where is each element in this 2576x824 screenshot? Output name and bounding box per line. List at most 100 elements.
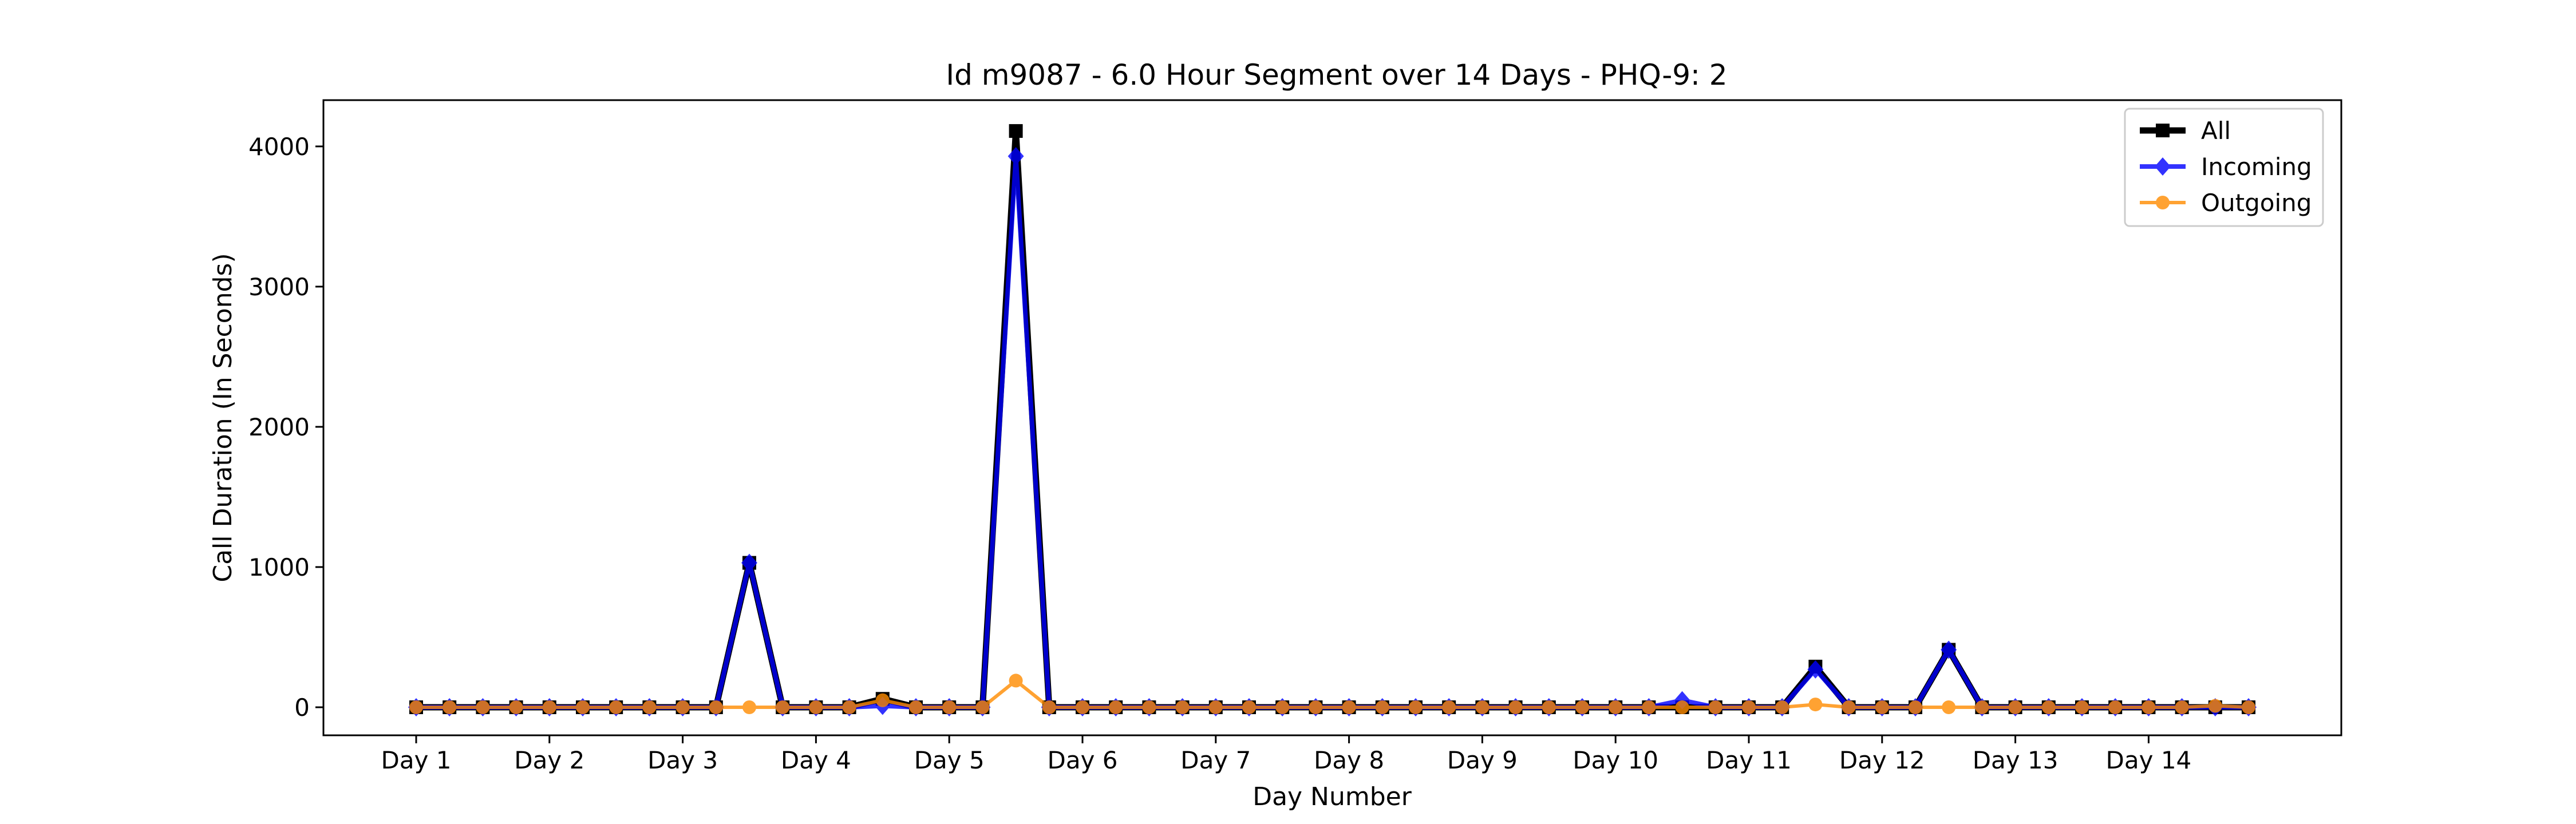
data-point-outgoing bbox=[1076, 700, 1089, 714]
data-point-outgoing bbox=[975, 700, 990, 714]
data-point-outgoing bbox=[1909, 700, 1922, 714]
data-point-outgoing bbox=[1808, 698, 1823, 712]
series-line-incoming bbox=[416, 154, 2249, 710]
y-tick-label: 1000 bbox=[248, 553, 310, 581]
data-point-outgoing bbox=[2008, 700, 2022, 714]
legend: All Incoming Outgoing bbox=[2124, 108, 2324, 227]
y-tick-label: 0 bbox=[294, 694, 310, 722]
data-point-outgoing bbox=[2142, 700, 2156, 714]
data-point-outgoing bbox=[942, 700, 957, 714]
data-point-outgoing bbox=[1575, 700, 1589, 714]
x-tick-label: Day 4 bbox=[781, 746, 851, 774]
series-incoming bbox=[408, 147, 2257, 716]
y-axis-label: Call Duration (In Seconds) bbox=[208, 253, 238, 582]
data-point-outgoing bbox=[1375, 700, 1389, 714]
data-point-outgoing bbox=[1442, 700, 1456, 714]
x-tick-label: Day 14 bbox=[2106, 746, 2192, 774]
data-point-outgoing bbox=[842, 700, 856, 714]
legend-label: Outgoing bbox=[2201, 189, 2312, 217]
series-layer bbox=[408, 124, 2257, 716]
data-point-outgoing bbox=[1542, 700, 1556, 714]
x-tick-label: Day 2 bbox=[514, 746, 584, 774]
data-point-outgoing bbox=[2108, 700, 2123, 714]
data-point-outgoing bbox=[1109, 700, 1123, 714]
data-point-outgoing bbox=[1242, 700, 1256, 714]
y-tick-label: 2000 bbox=[248, 413, 310, 441]
data-point-outgoing bbox=[1742, 700, 1756, 714]
data-point-outgoing bbox=[1842, 700, 1856, 714]
x-tick-label: Day 6 bbox=[1047, 746, 1117, 774]
data-point-outgoing bbox=[642, 700, 657, 714]
data-point-outgoing bbox=[1875, 700, 1889, 714]
data-point-outgoing bbox=[875, 693, 890, 707]
data-point-outgoing bbox=[1609, 700, 1623, 714]
data-point-outgoing bbox=[409, 700, 423, 714]
legend-marker bbox=[2156, 124, 2170, 137]
legend-item-incoming bbox=[2140, 157, 2186, 176]
data-point-outgoing bbox=[742, 700, 756, 714]
x-tick-label: Day 12 bbox=[1839, 746, 1925, 774]
data-point-outgoing bbox=[576, 700, 590, 714]
data-point-outgoing bbox=[476, 700, 490, 714]
data-point-outgoing bbox=[909, 700, 923, 714]
data-point-outgoing bbox=[542, 700, 556, 714]
data-point-outgoing bbox=[809, 700, 823, 714]
data-point-outgoing bbox=[1175, 700, 1190, 714]
x-tick-label: Day 5 bbox=[914, 746, 985, 774]
plot-area bbox=[322, 99, 2342, 736]
legend-marker bbox=[2155, 157, 2171, 176]
data-point-outgoing bbox=[1208, 700, 1223, 714]
data-point-incoming bbox=[1807, 660, 1824, 679]
x-tick-label: Day 11 bbox=[1706, 746, 1792, 774]
data-point-outgoing bbox=[1475, 700, 1490, 714]
data-point-outgoing bbox=[1342, 700, 1356, 714]
x-tick-label: Day 7 bbox=[1180, 746, 1251, 774]
data-point-outgoing bbox=[509, 700, 523, 714]
data-point-outgoing bbox=[1642, 700, 1656, 714]
data-point-incoming bbox=[741, 553, 757, 572]
data-point-outgoing bbox=[2075, 700, 2089, 714]
legend-marker bbox=[2156, 196, 2170, 209]
data-point-outgoing bbox=[1042, 700, 1056, 714]
legend-box bbox=[2124, 108, 2324, 227]
data-point-outgoing bbox=[2175, 700, 2189, 714]
data-point-outgoing bbox=[776, 700, 790, 714]
x-tick-label: Day 10 bbox=[1573, 746, 1658, 774]
data-point-outgoing bbox=[1675, 700, 1689, 714]
x-tick-label: Day 9 bbox=[1447, 746, 1518, 774]
x-axis: Day 1 Day 2 Day 3 Day 4 Day 5 Day 6 Day 7 Day 8… bbox=[381, 735, 2191, 774]
data-point-outgoing bbox=[1309, 700, 1323, 714]
y-axis: 0 1000 2000 3000 4000 bbox=[248, 133, 323, 722]
data-point-outgoing bbox=[1275, 700, 1290, 714]
data-point-outgoing bbox=[1409, 700, 1423, 714]
legend-label: Incoming bbox=[2201, 153, 2312, 181]
data-point-outgoing bbox=[1009, 674, 1023, 688]
data-point-outgoing bbox=[1775, 700, 1789, 714]
x-tick-label: Day 13 bbox=[1973, 746, 2059, 774]
data-point-outgoing bbox=[2242, 700, 2255, 714]
x-tick-label: Day 3 bbox=[647, 746, 718, 774]
data-point-outgoing bbox=[1508, 700, 1523, 714]
data-point-all bbox=[1009, 124, 1023, 138]
legend-item-outgoing bbox=[2140, 196, 2186, 209]
legend-label: All bbox=[2201, 117, 2231, 145]
chart-title: Id m9087 - 6.0 Hour Segment over 14 Days… bbox=[946, 58, 1727, 92]
data-point-outgoing bbox=[2041, 700, 2056, 714]
x-axis-label: Day Number bbox=[1253, 782, 1412, 811]
data-point-outgoing bbox=[609, 700, 623, 714]
data-point-outgoing bbox=[1975, 700, 1989, 714]
y-tick-label: 4000 bbox=[248, 133, 310, 161]
x-tick-label: Day 8 bbox=[1314, 746, 1384, 774]
series-all bbox=[409, 124, 2255, 714]
data-point-outgoing bbox=[709, 700, 723, 714]
data-point-outgoing bbox=[1142, 700, 1156, 714]
data-point-outgoing bbox=[1942, 700, 1956, 714]
y-tick-label: 3000 bbox=[248, 273, 310, 301]
data-point-outgoing bbox=[442, 700, 457, 714]
data-point-incoming bbox=[1008, 147, 1024, 166]
series-line-all bbox=[416, 128, 2249, 711]
data-point-outgoing bbox=[675, 700, 690, 714]
legend-item-all bbox=[2140, 124, 2186, 137]
series-outgoing bbox=[409, 674, 2255, 714]
